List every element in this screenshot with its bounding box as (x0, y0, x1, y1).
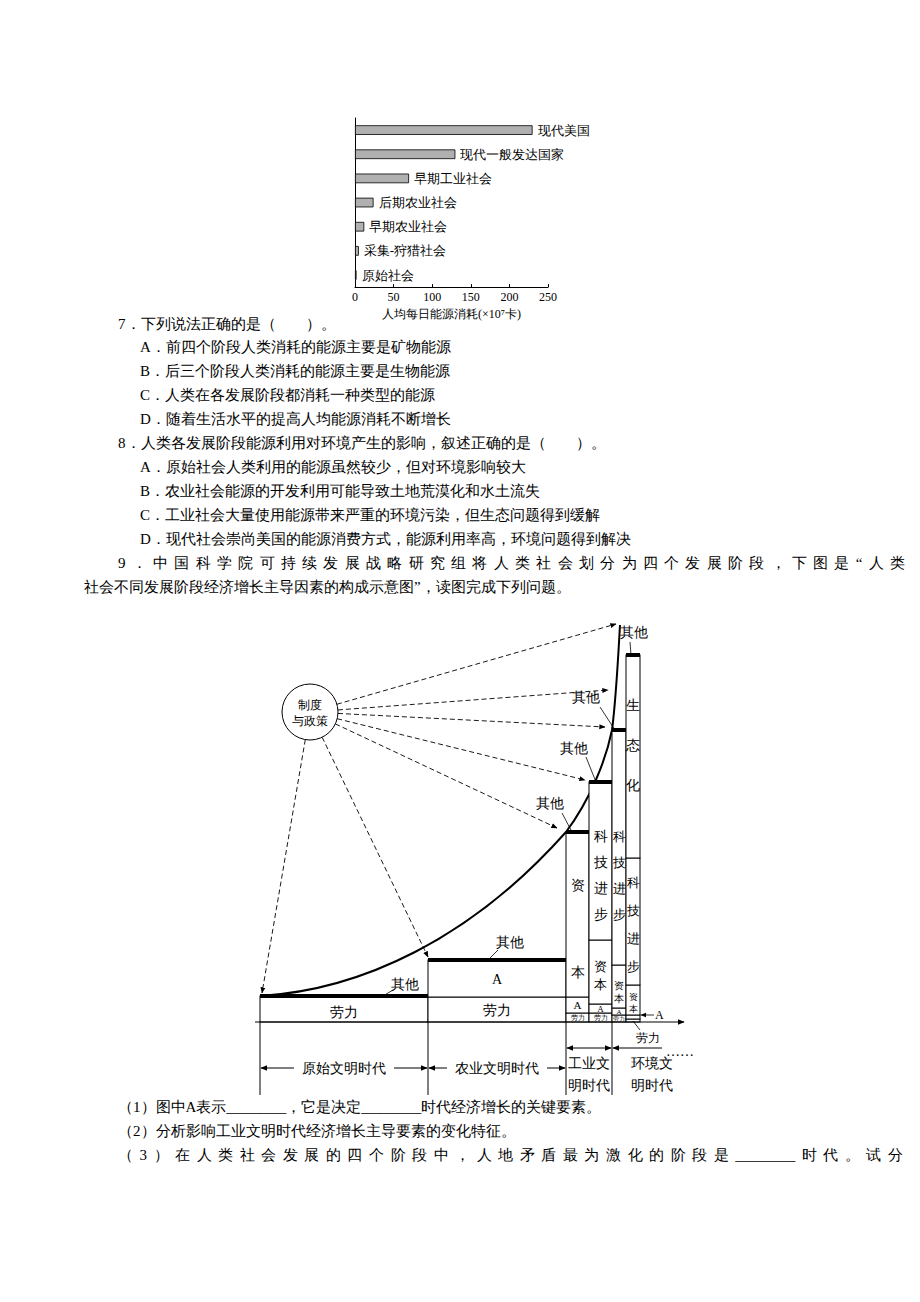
html-text:8．人类各发展阶段能源利用对环境产生的影响，叙述正确的是（: 8．人类各发展阶段能源利用对环境产生的影响，叙述正确的是（ ）。 (118, 435, 606, 451)
svg-text:化: 化 (626, 778, 640, 793)
html-text:A．原始社会人类利用的能源虽然较少，但对环境影响较大: A．原始社会人类利用的能源虽然较少，但对环境影响较大 (140, 459, 526, 475)
svg-text:明时代: 明时代 (631, 1078, 673, 1093)
html-text:D．现代社会崇尚美国的能源消费方式，能源利用率高，环境问题得: D．现代社会崇尚美国的能源消费方式，能源利用率高，环境问题得到解决 (140, 531, 631, 547)
svg-text:A: A (655, 1008, 664, 1022)
svg-text:原始社会: 原始社会 (362, 268, 414, 283)
svg-text:资: 资 (571, 878, 585, 893)
svg-text:其他: 其他 (572, 690, 600, 705)
svg-text:后期农业社会: 后期农业社会 (379, 195, 457, 210)
svg-text:250: 250 (539, 290, 557, 304)
svg-text:资: 资 (594, 959, 607, 974)
svg-text:其他: 其他 (620, 625, 648, 640)
svg-text:资: 资 (629, 992, 638, 1002)
html-text:B．农业社会能源的开发利用可能导致土地荒漠化和水土流失: B．农业社会能源的开发利用可能导致土地荒漠化和水土流失 (140, 483, 540, 499)
svg-text:科: 科 (594, 829, 608, 844)
html-text:D．随着生活水平的提高人均能源消耗不断增长: D．随着生活水平的提高人均能源消耗不断增长 (140, 411, 451, 427)
svg-text:原始文明时代: 原始文明时代 (302, 1061, 386, 1076)
html-text:B．后三个阶段人类消耗的能源主要是生物能源: B．后三个阶段人类消耗的能源主要是生物能源 (140, 363, 450, 379)
svg-text:技: 技 (612, 855, 626, 870)
html-text:A．前四个阶段人类消耗的能源主要是矿物能源: A．前四个阶段人类消耗的能源主要是矿物能源 (140, 339, 451, 355)
svg-text:明时代: 明时代 (568, 1078, 610, 1093)
html-text:C．人类在各发展阶段都消耗一种类型的能源: C．人类在各发展阶段都消耗一种类型的能源 (140, 387, 435, 403)
html-text:9．中国科学院可持续发展战略研究组将人类社会划分为四个发展阶: 9．中国科学院可持续发展战略研究组将人类社会划分为四个发展阶段，下图是“人类 (118, 555, 905, 571)
svg-text:劳力: 劳力 (483, 1003, 511, 1018)
svg-text:早期工业社会: 早期工业社会 (414, 171, 492, 186)
svg-text:本: 本 (614, 993, 624, 1004)
svg-text:工业文: 工业文 (568, 1056, 610, 1071)
html-text:（1）图中A表示________，它是决定________时: （1）图中A表示________，它是决定________时代经济增长的关键要素… (118, 1099, 602, 1115)
svg-text:其他: 其他 (560, 741, 588, 756)
svg-text:进: 进 (627, 931, 640, 946)
svg-text:科: 科 (613, 829, 626, 844)
svg-text:本: 本 (594, 977, 607, 992)
svg-text:环境文: 环境文 (631, 1056, 673, 1071)
svg-text:50: 50 (388, 290, 400, 304)
svg-text:现代美国: 现代美国 (538, 123, 590, 138)
svg-text:科: 科 (627, 875, 640, 890)
svg-text:A: A (492, 972, 503, 987)
svg-text:制度: 制度 (298, 698, 322, 712)
svg-text:150: 150 (462, 290, 480, 304)
svg-text:与政策: 与政策 (292, 714, 328, 728)
svg-text:0: 0 (352, 290, 358, 304)
html-text:（2）分析影响工业文明时代经济增长主导要素的变化特征。: （2）分析影响工业文明时代经济增长主导要素的变化特征。 (118, 1123, 516, 1139)
svg-text:A: A (597, 1004, 604, 1014)
svg-text:早期农业社会: 早期农业社会 (369, 219, 447, 234)
svg-text:人均每日能源消耗(×10⁷卡): 人均每日能源消耗(×10⁷卡) (382, 307, 521, 321)
svg-text:农业文明时代: 农业文明时代 (455, 1061, 539, 1076)
svg-text:劳力: 劳力 (594, 1014, 608, 1022)
svg-text:其他: 其他 (536, 796, 564, 811)
svg-text:劳力: 劳力 (636, 1031, 660, 1045)
html-text:社会不同发展阶段经济增长主导因素的构成示意图”，读图完成下列: 社会不同发展阶段经济增长主导因素的构成示意图”，读图完成下列问题。 (84, 579, 571, 595)
svg-text:本: 本 (629, 1004, 638, 1014)
svg-text:资: 资 (614, 980, 624, 991)
html-text:C．工业社会大量使用能源带来严重的环境污染，但生态问题得到缓: C．工业社会大量使用能源带来严重的环境污染，但生态问题得到缓解 (140, 507, 600, 523)
svg-text:A: A (574, 999, 582, 1011)
svg-text:100: 100 (423, 290, 441, 304)
svg-text:步: 步 (627, 959, 640, 974)
svg-text:现代一般发达国家: 现代一般发达国家 (460, 147, 564, 162)
svg-text:劳力: 劳力 (571, 1014, 585, 1022)
svg-text:生: 生 (626, 698, 640, 713)
svg-text:200: 200 (500, 290, 518, 304)
svg-text:……: …… (666, 1044, 694, 1059)
svg-text:步: 步 (594, 907, 608, 922)
svg-text:技: 技 (593, 855, 608, 870)
svg-text:步: 步 (613, 907, 626, 922)
svg-text:其他: 其他 (496, 935, 524, 950)
svg-text:采集-狩猎社会: 采集-狩猎社会 (364, 243, 446, 258)
svg-text:态: 态 (625, 738, 640, 753)
svg-text:进: 进 (613, 881, 626, 896)
svg-text:劳力: 劳力 (613, 1016, 625, 1022)
svg-text:本: 本 (571, 965, 585, 980)
svg-text:进: 进 (594, 881, 608, 896)
html-text:（3）在人类社会发展的四个阶段中，人地矛盾最为激化的阶段是_: （3）在人类社会发展的四个阶段中，人地矛盾最为激化的阶段是________时代。… (118, 1147, 903, 1163)
svg-text:技: 技 (626, 903, 640, 918)
svg-text:A: A (616, 1008, 621, 1016)
html-text:7．下列说法正确的是（ ）。: 7．下列说法正确的是（ ）。 (118, 316, 336, 332)
svg-text:其他: 其他 (391, 977, 419, 992)
svg-text:劳力: 劳力 (330, 1005, 358, 1020)
